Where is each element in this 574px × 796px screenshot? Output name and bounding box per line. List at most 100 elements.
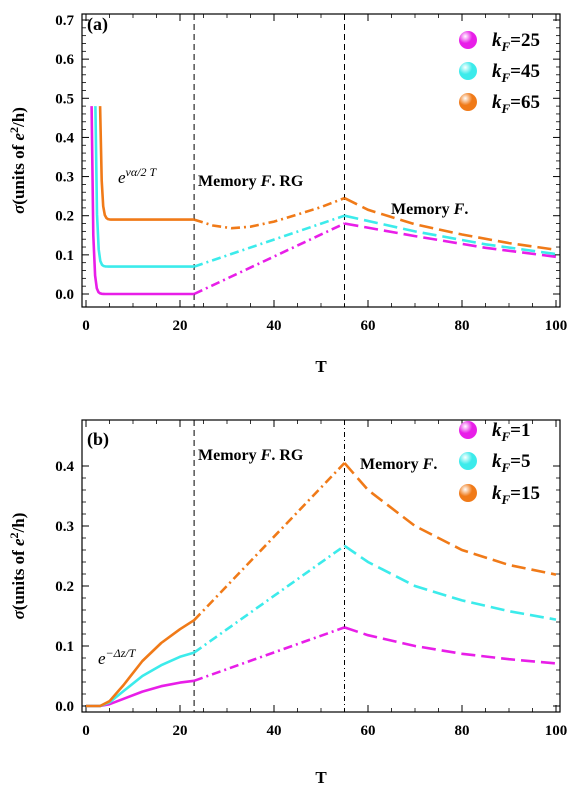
- y-tick-label: 0.7: [55, 13, 74, 29]
- panel-label: (a): [87, 14, 108, 35]
- series-line-dashdot: [193, 462, 346, 622]
- legend-label: kF=65: [492, 92, 540, 116]
- x-tick-label: 40: [267, 318, 282, 334]
- y-tick-label: 0.1: [55, 248, 74, 264]
- series-k-F-25: [90, 106, 557, 296]
- series-line-dashed: [343, 462, 557, 576]
- series-line-solid: [86, 619, 195, 708]
- y-tick-label: 0.0: [55, 699, 74, 715]
- annotation-text: Memory: [198, 173, 261, 190]
- y-tick-label: 0.3: [55, 519, 74, 535]
- y-tick-label: 0.1: [55, 639, 74, 655]
- legend-sub: F: [501, 70, 511, 85]
- memory-rg-annotation: Memory F. RG: [198, 173, 304, 190]
- legend-label: kF=1: [492, 420, 531, 444]
- series-line-solid: [86, 679, 195, 708]
- annotation-text: Memory: [198, 447, 261, 464]
- x-axis-label: T: [315, 357, 327, 376]
- x-tick-label: 80: [455, 723, 470, 739]
- legend-k: k: [492, 483, 502, 504]
- series-line-dashdot: [193, 222, 346, 296]
- y-tick-label: 0.4: [55, 459, 74, 475]
- y-tick-label: 0.5: [55, 91, 74, 107]
- legend-marker: [459, 93, 477, 111]
- series-line-dashdot: [193, 196, 345, 230]
- series-k-F-15: [86, 462, 557, 708]
- legend-marker: [459, 484, 477, 502]
- y-label-sigma: σ: [9, 609, 28, 619]
- formula-exponent: −Δz/T: [106, 646, 137, 660]
- legend-sub: F: [501, 101, 511, 116]
- y-axis-label: σ(units of e2/h): [7, 107, 28, 214]
- y-label-e: e: [9, 132, 28, 140]
- y-label-text: (units of: [9, 546, 28, 610]
- legend-k: k: [492, 61, 502, 82]
- legend-label: kF=25: [492, 30, 540, 54]
- formula-annotation: e−Δz/T: [98, 646, 137, 668]
- legend-sub: F: [501, 460, 511, 475]
- x-axis-label: T: [315, 768, 327, 787]
- legend: kF=1kF=5kF=15: [459, 420, 540, 507]
- x-tick-label: 80: [455, 318, 470, 334]
- x-tick-label: 100: [545, 723, 568, 739]
- chart-panel-a: 0 20 40 60 80 100 0.0 0.1 0.2 0.3 0.4 0.5 0.6 0.7 Tσ(u…: [7, 13, 567, 376]
- x-tick-label: 100: [545, 318, 568, 334]
- y-tick-label: 0.2: [55, 579, 74, 595]
- formula-exponent: vα/2 T: [126, 165, 158, 179]
- annotation-text: .: [433, 456, 437, 473]
- legend-value: =25: [510, 30, 540, 51]
- legend-marker: [459, 421, 477, 439]
- series-line-solid: [94, 106, 195, 268]
- legend-k: k: [492, 451, 502, 472]
- legend-marker: [459, 31, 477, 49]
- y-tick-label: 0.3: [55, 170, 74, 186]
- x-tick-label: 40: [267, 723, 282, 739]
- annotation-italic: F: [260, 173, 272, 190]
- series-k-F-45: [94, 106, 557, 268]
- legend-marker: [459, 62, 477, 80]
- legend-marker: [459, 452, 477, 470]
- y-tick-label: 0.2: [55, 209, 74, 225]
- series-line-dashed: [344, 626, 557, 665]
- y-tick-label: 0.4: [55, 130, 74, 146]
- series-line-solid: [90, 106, 195, 296]
- y-label-e: e: [9, 538, 28, 546]
- series-line-dashed: [344, 214, 557, 256]
- chart-panel-b: 0 20 40 60 80 100 0.0 0.1 0.2 0.3 0.4 Tσ(units of e…: [7, 419, 568, 787]
- formula-annotation: evα/2 T: [118, 165, 158, 187]
- series-line-solid: [98, 106, 195, 221]
- series-line-dashdot: [193, 544, 346, 654]
- legend-value: =1: [510, 420, 530, 441]
- memory-rg-annotation: Memory F. RG: [198, 447, 304, 464]
- annotation-italic: F: [422, 456, 434, 473]
- legend-label: kF=45: [492, 61, 540, 85]
- legend-sub: F: [501, 429, 511, 444]
- legend-k: k: [492, 420, 502, 441]
- legend-sub: F: [501, 492, 511, 507]
- legend-label: kF=15: [492, 483, 540, 507]
- x-tick-label: 20: [173, 723, 188, 739]
- series-k-F-65: [98, 106, 557, 252]
- annotation-text: . RG: [271, 447, 304, 464]
- series-k-F-5: [86, 544, 557, 708]
- legend-value: =45: [510, 61, 540, 82]
- series-line-dashed: [344, 222, 557, 259]
- annotation-italic: F: [260, 447, 272, 464]
- legend-value: =65: [510, 92, 540, 113]
- legend-value: =5: [510, 451, 530, 472]
- formula-base: e: [118, 168, 126, 187]
- y-label-sigma: σ: [9, 204, 28, 214]
- annotation-italic: F: [453, 201, 465, 218]
- annotation-text: .: [464, 201, 468, 218]
- legend-k: k: [492, 30, 502, 51]
- annotation-text: Memory: [360, 456, 423, 473]
- x-tick-label: 0: [82, 723, 90, 739]
- y-axis-label: σ(units of e2/h): [7, 513, 28, 620]
- y-tick-label: 0.0: [55, 287, 74, 303]
- legend-k: k: [492, 92, 502, 113]
- y-tick-label: 0.6: [55, 52, 74, 68]
- annotation-text: . RG: [271, 173, 304, 190]
- series-line-dashdot: [193, 626, 345, 683]
